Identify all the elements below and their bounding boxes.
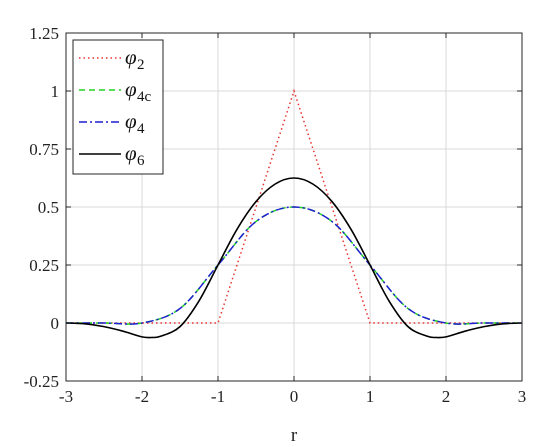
y-tick-label: 0.25 <box>29 256 59 275</box>
series-lines <box>65 88 523 339</box>
x-axis-label: r <box>291 425 298 446</box>
ticks <box>65 32 523 382</box>
y-tick-label: 0.5 <box>38 198 59 217</box>
y-tick-label: 0.75 <box>29 140 59 159</box>
x-tick-label: 2 <box>442 387 451 406</box>
x-tick-label: -2 <box>135 387 149 406</box>
x-tick-label: 0 <box>290 387 299 406</box>
y-tick-label: -0.25 <box>24 372 59 391</box>
legend-symbol: φ <box>125 45 137 69</box>
legend: φ 2φ 4cφ 4φ 6 <box>72 39 164 175</box>
legend-subscript: 4 <box>137 121 145 137</box>
legend-box <box>72 39 164 175</box>
legend-symbol: φ <box>125 77 137 101</box>
y-tick-label: 0 <box>51 314 60 333</box>
legend-subscript: 2 <box>137 57 145 73</box>
legend-symbol: φ <box>125 141 137 165</box>
legend-symbol: φ <box>125 109 137 133</box>
legend-subscript: 4c <box>137 89 152 105</box>
legend-subscript: 6 <box>137 153 145 169</box>
y-tick-label: 1 <box>51 82 60 101</box>
y-tick-label: 1.25 <box>29 24 59 43</box>
series-line-3 <box>65 177 523 339</box>
x-tick-label: 3 <box>518 387 527 406</box>
series-line-0 <box>66 88 522 324</box>
x-tick-label: -1 <box>211 387 225 406</box>
series-line-2 <box>66 206 522 325</box>
tick-labels: -3 -2 -1 0 1 2 3 -0.25 0 0.25 0.5 0.75 1 1.25 <box>24 24 527 406</box>
x-tick-label: 1 <box>366 387 375 406</box>
x-tick-label: -3 <box>59 387 73 406</box>
